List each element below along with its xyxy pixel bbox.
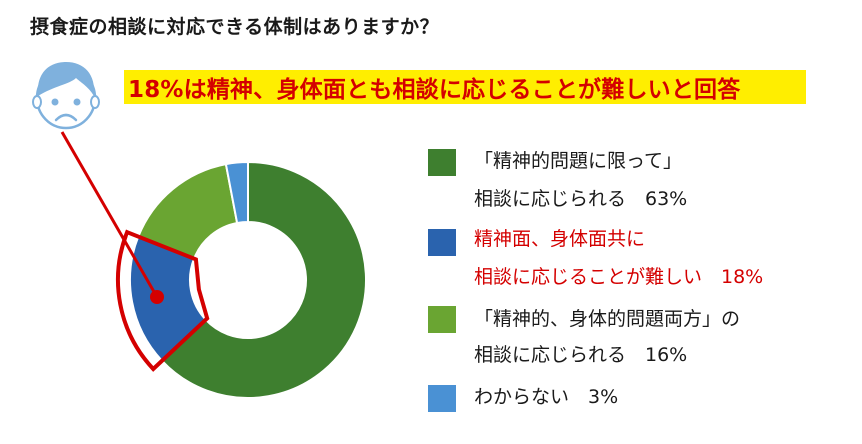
legend-label-line2: 相談に応じられる 16% xyxy=(474,344,688,366)
legend-label-line2: 相談に応じることが難しい 18% xyxy=(474,266,764,288)
donut-slices xyxy=(129,160,367,399)
legend-swatch xyxy=(428,306,456,333)
legend-label-line1: 精神面、身体面共に xyxy=(474,228,646,250)
legend-swatch xyxy=(428,149,456,176)
highlight-outline xyxy=(116,229,210,372)
donut-slice xyxy=(160,160,367,399)
page-title: 摂食症の相談に対応できる体制はありますか？ xyxy=(30,16,440,38)
callout-line xyxy=(60,131,159,298)
callout-dot xyxy=(150,290,164,304)
legend-swatch xyxy=(428,385,456,412)
legend-label-line2: 相談に応じられる 63% xyxy=(474,188,688,210)
banner-text: 18%は精神、身体面とも相談に応じることが難しいと回答 xyxy=(128,77,741,103)
sad-face-icon xyxy=(32,62,100,130)
legend-label-line1: わからない 3% xyxy=(474,386,619,408)
legend-label-line1: 「精神的、身体的問題両方」の xyxy=(474,308,741,330)
legend-swatch xyxy=(428,229,456,256)
legend-label-line1: 「精神的問題に限って」 xyxy=(474,150,683,172)
highlight-banner: 18%は精神、身体面とも相談に応じることが難しいと回答 xyxy=(124,70,806,104)
donut-slice xyxy=(224,160,249,225)
